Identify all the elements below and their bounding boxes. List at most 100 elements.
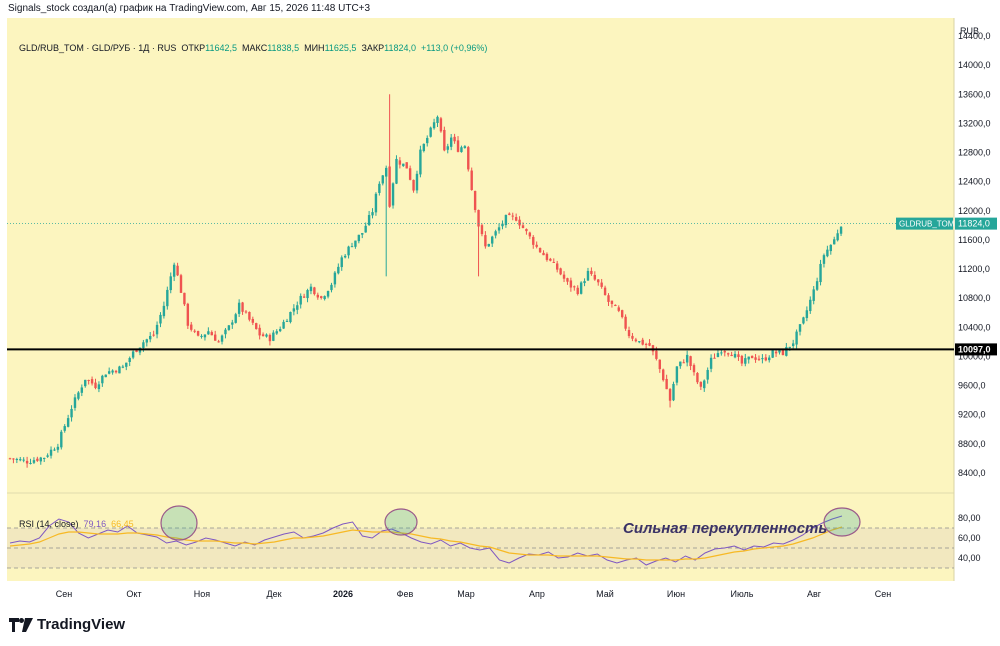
overbought-highlight <box>384 508 418 536</box>
candle-body <box>381 175 384 184</box>
candle-body <box>412 179 415 191</box>
rsi-legend[interactable]: RSI (14, close) 79,16 66,45 <box>19 519 134 529</box>
candle-body <box>620 310 624 318</box>
candle-body <box>302 296 306 298</box>
candle-body <box>627 330 631 337</box>
x-tick-label: Июн <box>667 589 685 599</box>
candle-body <box>449 137 453 147</box>
grid <box>7 18 955 581</box>
candle-body <box>576 287 579 295</box>
y-tick-label: 8400,0 <box>958 468 986 478</box>
tradingview-logo[interactable]: TradingView <box>9 616 125 633</box>
candle-body <box>833 239 836 245</box>
candle-body <box>25 460 29 464</box>
y-tick-label: 10400,0 <box>958 322 991 332</box>
candle-body <box>727 353 730 355</box>
price-chart-svg[interactable]: 8400,08800,09200,09600,010000,010400,010… <box>7 18 1000 599</box>
candle-body <box>443 129 446 151</box>
candle-body <box>320 296 323 299</box>
y-tick-label: 11600,0 <box>958 235 990 245</box>
candle-body <box>723 351 726 353</box>
candle-body <box>638 341 641 343</box>
candle-body <box>768 357 771 361</box>
candle-body <box>337 266 340 274</box>
candle-body <box>29 462 32 464</box>
rsi-line <box>9 515 843 566</box>
candle-body <box>66 418 70 427</box>
candle-body <box>655 350 658 359</box>
candle-body <box>569 280 573 288</box>
candle-body <box>419 149 422 175</box>
candle-body <box>432 122 436 129</box>
candle-body <box>128 357 131 362</box>
candle-body <box>508 213 511 215</box>
candle-body <box>463 146 467 148</box>
candle-body <box>73 397 77 408</box>
candle-body <box>774 351 778 354</box>
candle-body <box>405 162 408 169</box>
candle-body <box>77 392 80 399</box>
candle-body <box>456 140 460 152</box>
level-badge-text: 10097,0 <box>958 344 991 354</box>
candle-body <box>672 383 675 401</box>
candle-body <box>542 252 545 256</box>
symbol-info-bar[interactable]: GLD/RUB_TOM · GLD/РУБ · 1Д · RUS ОТКР116… <box>19 43 487 53</box>
candle-body <box>446 146 449 150</box>
candle-body <box>798 324 802 332</box>
candle-body <box>781 349 785 356</box>
x-tick-label: Мар <box>457 589 475 599</box>
candle-body <box>785 347 788 356</box>
close-label: ЗАКР <box>361 43 385 53</box>
symbol-title[interactable]: GLD/RUB_TOM · GLD/РУБ · 1Д · RUS <box>19 43 177 53</box>
candle-body <box>244 311 248 313</box>
x-tick-label: Апр <box>529 589 545 599</box>
candle-body <box>214 334 217 341</box>
overbought-annotation: Сильная перекупленность <box>623 520 828 537</box>
candle-body <box>313 287 316 295</box>
candle-body <box>648 343 651 346</box>
rsi-ma-line <box>9 526 843 561</box>
candle-body <box>220 335 224 342</box>
y-axis: 8400,0 8800,0 9200,0 9600,0 10000,0 10400,0 10… <box>958 26 991 563</box>
candle-body <box>477 209 480 227</box>
high-label: МАКС <box>242 43 268 53</box>
candle-body <box>299 295 302 305</box>
rsi-ma-value: 66,45 <box>111 519 134 529</box>
y-tick-label: 12000,0 <box>958 206 991 216</box>
candle-body <box>597 279 600 283</box>
candle-body <box>22 459 25 461</box>
candle-body <box>624 316 627 329</box>
x-tick-label: Июль <box>731 589 754 599</box>
low-value: 11625,5 <box>324 43 357 53</box>
candle-body <box>207 331 210 335</box>
candle-body <box>190 324 193 330</box>
candle-body <box>573 286 576 288</box>
candle-body <box>258 327 261 336</box>
candle-body <box>829 244 832 252</box>
candle-body <box>149 335 152 340</box>
candle-body <box>388 166 391 207</box>
candle-body <box>494 231 497 236</box>
overbought-highlight <box>823 507 861 537</box>
chart-area[interactable]: 8400,0 8800,0 9200,0 9600,0 10000,0 10400,0 10… <box>7 18 997 599</box>
candle-body <box>812 289 815 301</box>
candle-body <box>778 350 781 353</box>
candle-body <box>145 339 148 343</box>
candle-body <box>771 350 774 358</box>
candle-body <box>268 334 272 342</box>
candle-body <box>306 290 309 299</box>
candle-body <box>60 431 63 448</box>
candle-body <box>90 379 94 384</box>
candle-body <box>43 457 46 459</box>
candle-body <box>193 330 196 332</box>
candle-body <box>511 215 514 217</box>
candle-body <box>487 244 490 247</box>
x-tick-label: 2026 <box>333 589 353 599</box>
candle-body <box>142 342 145 348</box>
x-tick-label: Окт <box>126 589 141 599</box>
y-tick-label: 10000,0 <box>958 351 991 361</box>
candle-body <box>795 331 798 345</box>
candle-body <box>186 303 190 326</box>
candle-body <box>296 305 299 310</box>
y-tick-label: 13600,0 <box>958 89 991 99</box>
